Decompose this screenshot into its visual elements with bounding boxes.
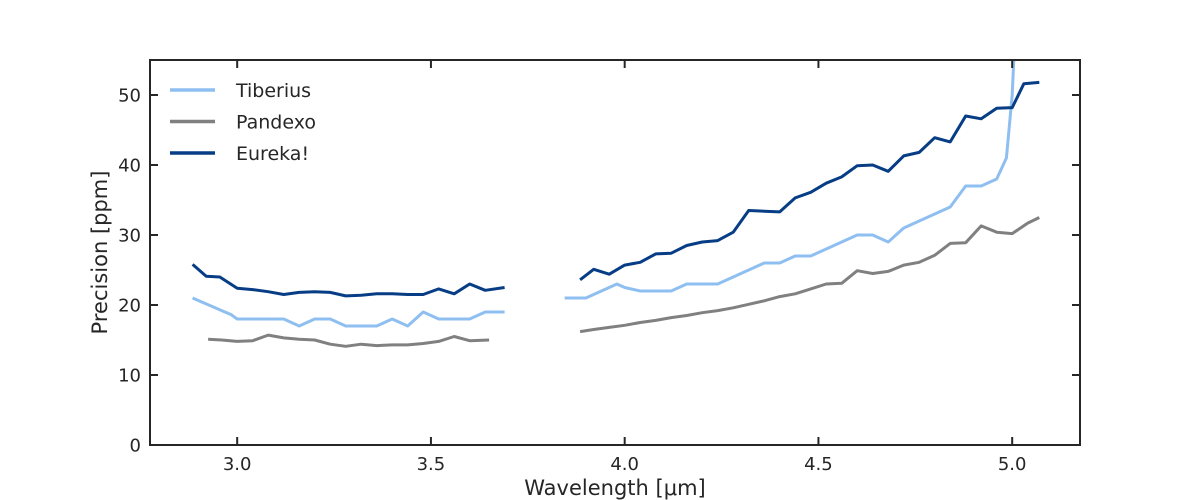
x-tick-label: 4.0 [610,454,639,475]
legend-label-pandexo: Pandexo [236,112,316,134]
y-tick-label: 20 [118,296,141,317]
legend: Tiberius Pandexo Eureka! [170,80,316,165]
y-axis-label: Precision [ppm] [88,171,112,335]
series-line-tiberius-segment-1 [192,296,505,328]
plot-frame [149,59,1081,446]
x-tick-label: 4.5 [804,454,833,475]
series-line-tiberius-segment-2 [564,60,1016,300]
y-tick-label: 50 [118,86,141,107]
x-tick-label: 3.5 [417,454,446,475]
series-layer [191,60,1040,348]
legend-label-tiberius: Tiberius [235,80,311,102]
y-tick-label: 10 [118,366,141,387]
x-tick-label: 3.0 [223,454,252,475]
x-axis-label: Wavelength [μm] [524,476,705,500]
series-line-pandexo-segment-2 [579,216,1040,334]
series-line-pandexo-segment-1 [208,333,490,348]
legend-label-eureka: Eureka! [236,143,309,165]
y-tick-label: 30 [118,226,141,247]
y-tick-label: 40 [118,156,141,177]
x-tick-label: 5.0 [998,454,1027,475]
series-line-eureka-segment-1 [191,263,505,298]
tick-layer: 3.0 3.5 4.0 4.5 5.0 0 10 20 30 40 50 [118,60,1080,475]
series-line-eureka-segment-2 [579,80,1040,281]
y-tick-label: 0 [130,436,141,457]
